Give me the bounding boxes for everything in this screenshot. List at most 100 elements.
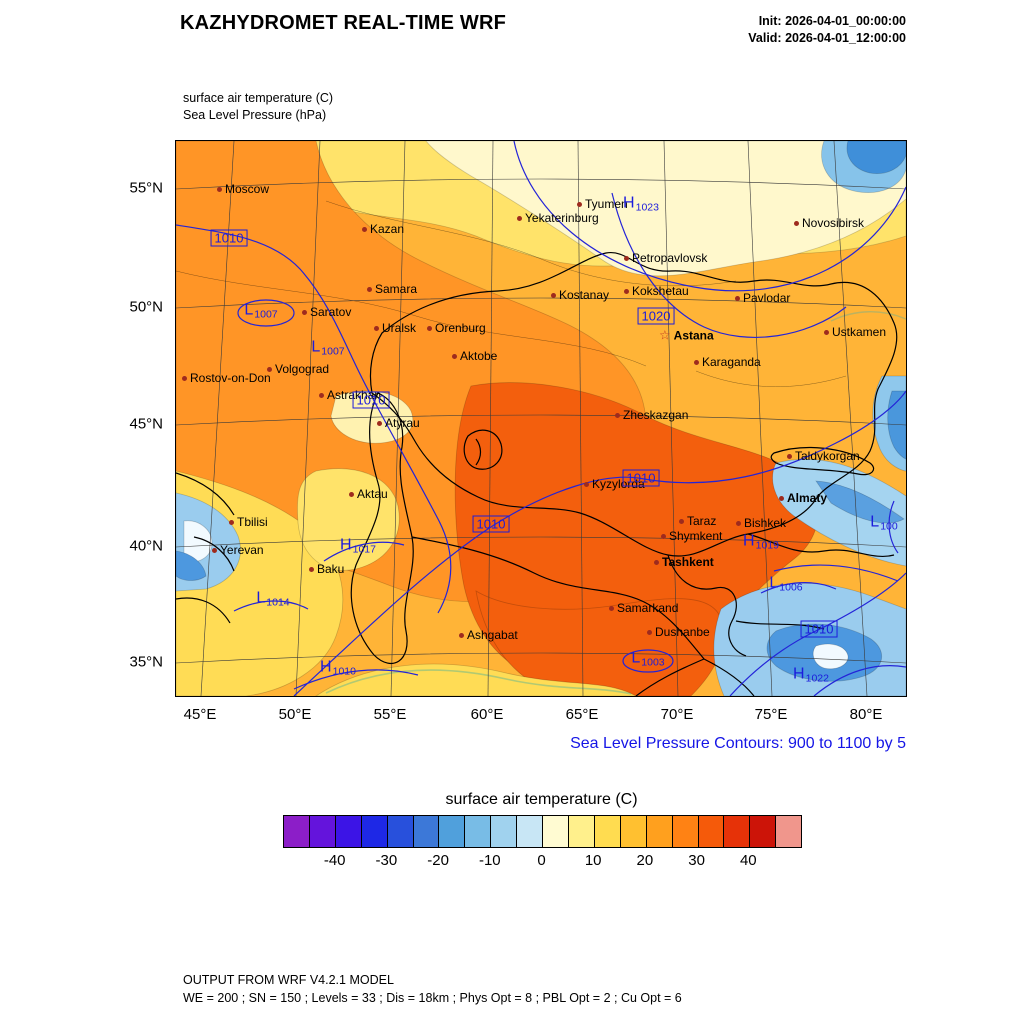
temperature-fill-layer [176, 141, 906, 696]
city-marker-shymkent: Shymkent [661, 530, 722, 542]
capital-star-icon: ☆ [659, 327, 671, 343]
colorbar-segment [439, 816, 466, 847]
aral-sea-outline [463, 429, 503, 470]
lon-tick-label: 70°E [660, 706, 694, 723]
city-dot-icon [794, 220, 799, 226]
city-marker-kazan: Kazan [362, 223, 404, 235]
city-label: Ustkamen [832, 325, 887, 339]
colorbar-segment [594, 816, 621, 847]
city-dot-icon [824, 329, 829, 335]
colorbar-tick-label: -40 [323, 852, 346, 869]
footer-model-line: OUTPUT FROM WRF V4.2.1 MODEL [183, 973, 394, 987]
pressure-contour-label: 1010 [622, 469, 660, 487]
lon-tick-label: 45°E [183, 706, 217, 723]
city-marker-astana: ☆ Astana [659, 329, 714, 342]
pressure-contours [176, 141, 906, 696]
city-marker-ashgabat: Ashgabat [459, 629, 518, 641]
city-dot-icon [517, 215, 522, 221]
page-title: KAZHYDROMET REAL-TIME WRF [180, 12, 507, 34]
footer-config-line: WE = 200 ; SN = 150 ; Levels = 33 ; Dis … [183, 990, 682, 1005]
city-label: Taldykorgan [795, 449, 860, 463]
city-dot-icon [647, 629, 652, 635]
city-label: Samarkand [617, 601, 679, 615]
city-marker-almaty: Almaty [779, 492, 827, 504]
city-marker-yerevan: Yerevan [212, 544, 264, 556]
city-label: Saratov [310, 305, 352, 319]
colorbar-segment [335, 816, 362, 847]
city-dot-icon [551, 292, 556, 298]
valid-time: Valid: 2026-04-01_12:00:00 [748, 30, 906, 45]
lat-tick-label: 40°N [129, 537, 163, 555]
colorbar-segment [620, 816, 647, 847]
city-dot-icon [624, 255, 629, 261]
pressure-contour-label: 1010 [472, 515, 510, 533]
colorbar-tick-label: 40 [739, 852, 757, 869]
city-dot-icon [736, 520, 741, 526]
city-dot-icon [694, 359, 699, 365]
city-dot-icon [654, 559, 659, 565]
city-dot-icon [377, 420, 382, 426]
city-marker-samarkand: Samarkand [609, 602, 678, 614]
pressure-letter: H [623, 194, 635, 212]
colorbar [283, 815, 802, 848]
lon-tick-label: 80°E [849, 706, 883, 723]
graticule [176, 141, 906, 696]
pressure-value: 100 [880, 520, 898, 533]
city-marker-yekaterinburg: Yekaterinburg [517, 212, 599, 224]
colorbar-segment [413, 816, 440, 847]
city-dot-icon [787, 453, 792, 459]
city-label: Pavlodar [743, 291, 791, 305]
colorbar-segment [724, 816, 751, 847]
city-label: Kokshetau [632, 284, 689, 298]
city-dot-icon [212, 547, 217, 553]
pressure-layer: 1010 H1023 1020 L1007 L1007 1010 1010 1010 H1017… [176, 141, 906, 696]
lon-tick-label: 50°E [278, 706, 312, 723]
pressure-center-label: L1003 [631, 650, 664, 668]
city-marker-tbilisi: Tbilisi [229, 516, 268, 528]
pressure-letter: L [631, 649, 641, 667]
city-label: Aktau [357, 487, 388, 501]
city-dot-icon [735, 295, 740, 301]
city-dot-icon [624, 288, 629, 294]
colorbar-segment [776, 816, 802, 847]
pressure-center-label: L1007 [311, 339, 344, 357]
pressure-letter: H [340, 536, 352, 554]
colorbar-segment [698, 816, 725, 847]
city-label: Yerevan [220, 543, 264, 557]
city-dot-icon [229, 519, 234, 525]
city-label: Uralsk [382, 321, 417, 335]
colorbar-segment [543, 816, 569, 847]
pressure-contour-label: 1010 [800, 620, 838, 638]
city-label: Yekaterinburg [525, 211, 599, 225]
city-marker-baku: Baku [309, 563, 344, 575]
city-dot-icon [452, 353, 457, 359]
city-layer: Moscow Kazan Yekaterinburg Tyumen Novosibirs… [176, 141, 906, 696]
colorbar-segment [309, 816, 336, 847]
city-dot-icon [427, 325, 432, 331]
kazakhstan-border [369, 251, 898, 557]
city-dot-icon [217, 186, 222, 192]
pressure-value: 1006 [779, 581, 803, 594]
city-marker-bishkek: Bishkek [736, 517, 786, 529]
city-marker-petropavlovsk: Petropavlovsk [624, 252, 707, 264]
city-label: Almaty [787, 491, 828, 505]
city-marker-atyrau: Atyrau [377, 417, 420, 429]
pressure-value: 1014 [266, 596, 290, 609]
city-marker-taldykorgan: Taldykorgan [787, 450, 860, 462]
pressure-contour-label: 1010 [210, 229, 248, 247]
city-marker-kostanay: Kostanay [551, 289, 609, 301]
city-label: Rostov-on-Don [190, 371, 271, 385]
lon-axis: 45°E 50°E 55°E 60°E 65°E 70°E 75°E 80°E [0, 706, 1024, 728]
colorbar-tick-label: 10 [584, 852, 602, 869]
city-label: Kostanay [559, 288, 610, 302]
pressure-value: 1019 [755, 539, 779, 552]
city-dot-icon [367, 286, 372, 292]
city-marker-samara: Samara [367, 283, 417, 295]
city-label: Moscow [225, 182, 270, 196]
pressure-letter: L [244, 301, 254, 319]
field-label-temperature: surface air temperature (C) [183, 91, 334, 105]
pressure-value: 1007 [321, 345, 345, 358]
borders-layer [176, 251, 898, 696]
city-dot-icon [459, 632, 464, 638]
